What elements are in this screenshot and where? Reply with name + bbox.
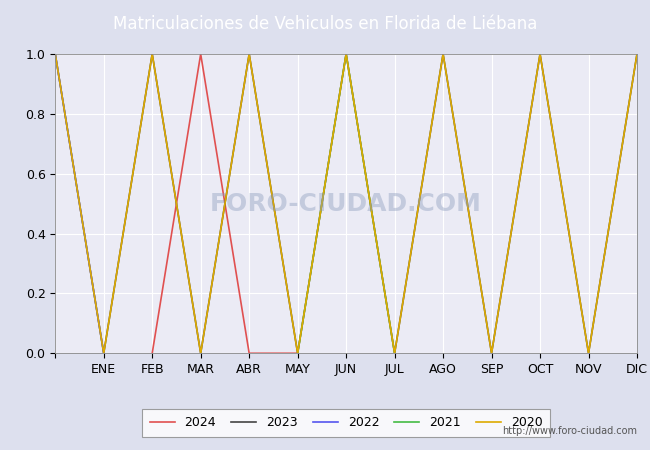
- Line: 2021: 2021: [298, 54, 395, 353]
- 2020: [270, 201, 278, 206]
- 2023: [633, 51, 641, 57]
- 2023: [439, 51, 447, 57]
- 2024: [221, 201, 229, 206]
- 2023: [245, 51, 253, 57]
- 2021: [342, 51, 350, 57]
- 2020: [439, 51, 447, 57]
- 2020: [197, 351, 205, 356]
- 2020: [172, 201, 180, 206]
- Legend: 2024, 2023, 2022, 2021, 2020: 2024, 2023, 2022, 2021, 2020: [142, 409, 551, 437]
- 2021: [391, 351, 398, 356]
- Line: 2024: 2024: [152, 54, 298, 353]
- 2023: [488, 351, 495, 356]
- 2020: [245, 51, 253, 57]
- 2024: [270, 351, 278, 356]
- 2020: [318, 201, 326, 206]
- 2023: [415, 201, 422, 206]
- 2020: [294, 351, 302, 356]
- 2023: [536, 51, 544, 57]
- 2023: [294, 351, 302, 356]
- 2020: [51, 51, 59, 57]
- 2020: [536, 51, 544, 57]
- 2020: [415, 201, 422, 206]
- 2023: [318, 201, 326, 206]
- 2024: [245, 351, 253, 356]
- 2020: [463, 201, 471, 206]
- 2020: [512, 201, 520, 206]
- 2024: [294, 351, 302, 356]
- 2023: [100, 351, 108, 356]
- 2020: [391, 351, 398, 356]
- 2020: [367, 201, 374, 206]
- 2023: [124, 201, 132, 206]
- 2020: [148, 51, 156, 57]
- 2020: [342, 51, 350, 57]
- 2020: [124, 201, 132, 206]
- 2023: [512, 201, 520, 206]
- 2024: [148, 351, 156, 356]
- 2023: [560, 201, 568, 206]
- Text: http://www.foro-ciudad.com: http://www.foro-ciudad.com: [502, 427, 637, 436]
- 2020: [100, 351, 108, 356]
- 2020: [609, 201, 617, 206]
- 2023: [75, 201, 83, 206]
- 2020: [584, 351, 592, 356]
- 2023: [148, 51, 156, 57]
- 2023: [221, 201, 229, 206]
- 2020: [633, 51, 641, 57]
- 2020: [221, 201, 229, 206]
- 2020: [560, 201, 568, 206]
- 2024: [172, 201, 180, 206]
- 2020: [75, 201, 83, 206]
- 2023: [172, 201, 180, 206]
- Line: 2023: 2023: [55, 54, 637, 353]
- Text: FORO-CIUDAD.COM: FORO-CIUDAD.COM: [210, 192, 482, 216]
- 2023: [463, 201, 471, 206]
- 2021: [294, 351, 302, 356]
- 2023: [342, 51, 350, 57]
- 2020: [488, 351, 495, 356]
- 2023: [584, 351, 592, 356]
- 2023: [609, 201, 617, 206]
- Line: 2020: 2020: [55, 54, 637, 353]
- 2024: [197, 51, 205, 57]
- 2023: [51, 51, 59, 57]
- Text: Matriculaciones de Vehiculos en Florida de Liébana: Matriculaciones de Vehiculos en Florida …: [113, 14, 537, 33]
- 2023: [270, 201, 278, 206]
- 2023: [391, 351, 398, 356]
- 2023: [367, 201, 374, 206]
- 2023: [197, 351, 205, 356]
